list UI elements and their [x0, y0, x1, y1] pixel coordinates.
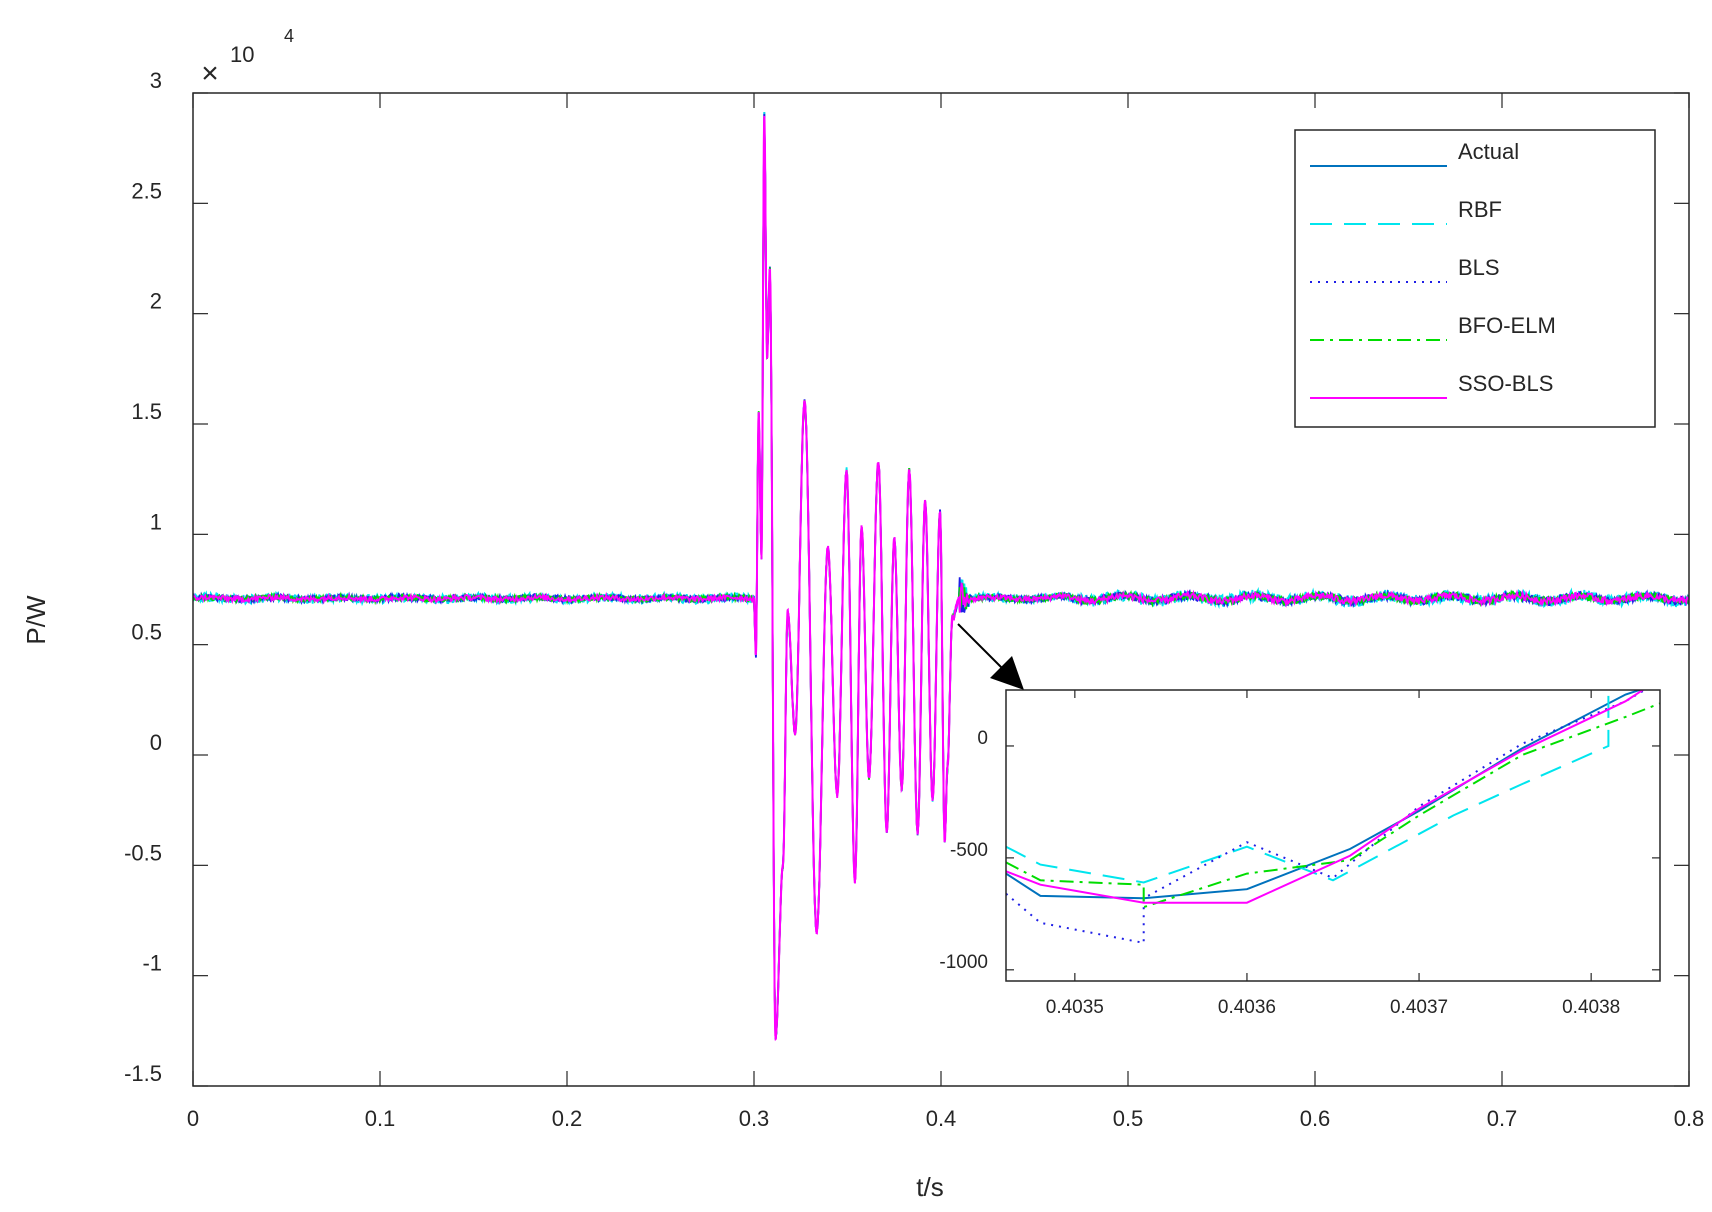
inset-x-tick-label: 0.4037	[1390, 997, 1448, 1018]
inset-series	[1006, 690, 1660, 945]
main-plot-series	[193, 112, 1689, 1042]
inset-y-tick-label: -1000	[939, 952, 988, 973]
x-tick-label: 0.2	[552, 1106, 583, 1131]
inset-y-tick-label: -500	[950, 840, 988, 861]
y-exponent-times-icon: ×	[201, 57, 219, 90]
y-tick-label: 1	[150, 509, 162, 534]
x-tick-label: 0.5	[1113, 1106, 1144, 1131]
inset-line-bls	[1006, 690, 1647, 945]
x-tick-label: 0.1	[365, 1106, 396, 1131]
inset-x-tick-label: 0.4035	[1046, 997, 1104, 1018]
x-tick-label: 0.7	[1487, 1106, 1518, 1131]
legend-label-rbf: RBF	[1458, 197, 1502, 222]
y-tick-label: 1.5	[131, 399, 162, 424]
zoom-arrow-line	[957, 623, 1007, 673]
y-axis-label: P/W	[21, 595, 51, 645]
legend-label-actual: Actual	[1458, 139, 1519, 164]
x-tick-label: 0.3	[739, 1106, 770, 1131]
legend-label-bls: BLS	[1458, 255, 1500, 280]
y-tick-label: 2.5	[131, 178, 162, 203]
legend: Actual RBF BLS BFO-ELM SSO-BLS	[1294, 129, 1656, 428]
legend-label-sso-bls: SSO-BLS	[1458, 371, 1553, 396]
y-exponent-base: 10	[230, 42, 254, 67]
inset-line-bfo-elm	[1006, 702, 1660, 909]
inset-chart: 0.4035 0.4036 0.4037 0.4038 0 -500 -1000	[939, 689, 1661, 1018]
inset-y-tick-label: 0	[977, 728, 988, 749]
x-axis-label: t/s	[916, 1172, 943, 1202]
y-tick-label: 0	[150, 730, 162, 755]
x-tick-label: 0	[187, 1106, 199, 1131]
y-tick-label: 2	[150, 289, 162, 314]
inset-line-sso-bls	[1006, 690, 1645, 904]
zoom-arrow-head-icon	[990, 656, 1024, 690]
inset-x-tick-label: 0.4038	[1562, 997, 1620, 1018]
y-tick-label: 3	[150, 68, 162, 93]
inset-x-tick-label: 0.4036	[1218, 997, 1276, 1018]
x-tick-label: 0.6	[1300, 1106, 1331, 1131]
y-exponent-power: 4	[284, 26, 294, 46]
y-tick-label: 0.5	[131, 620, 162, 645]
inset-frame	[1005, 689, 1661, 982]
x-tick-label: 0.4	[926, 1106, 957, 1131]
y-tick-label: -1	[142, 951, 162, 976]
y-exponent-label: × 10 4	[201, 26, 294, 90]
y-tick-label: -0.5	[124, 840, 162, 865]
zoom-arrow	[957, 623, 1024, 690]
main-axis-ticks: 0 0.1 0.2 0.3 0.4 0.5 0.6 0.7 0.8 -1.5 -1 -0.5 0 0.5 1…	[124, 68, 1704, 1131]
legend-box	[1294, 129, 1656, 428]
legend-label-bfo-elm: BFO-ELM	[1458, 313, 1556, 338]
inset-axis-ticks: 0.4035 0.4036 0.4037 0.4038 0 -500 -1000	[939, 690, 1660, 1018]
y-tick-label: -1.5	[124, 1061, 162, 1086]
x-tick-label: 0.8	[1674, 1106, 1705, 1131]
series-line-transient-sso-bls	[753, 116, 961, 1042]
inset-line-rbf	[1006, 690, 1610, 884]
inset-background	[1006, 690, 1660, 981]
inset-line-actual	[1006, 690, 1643, 900]
